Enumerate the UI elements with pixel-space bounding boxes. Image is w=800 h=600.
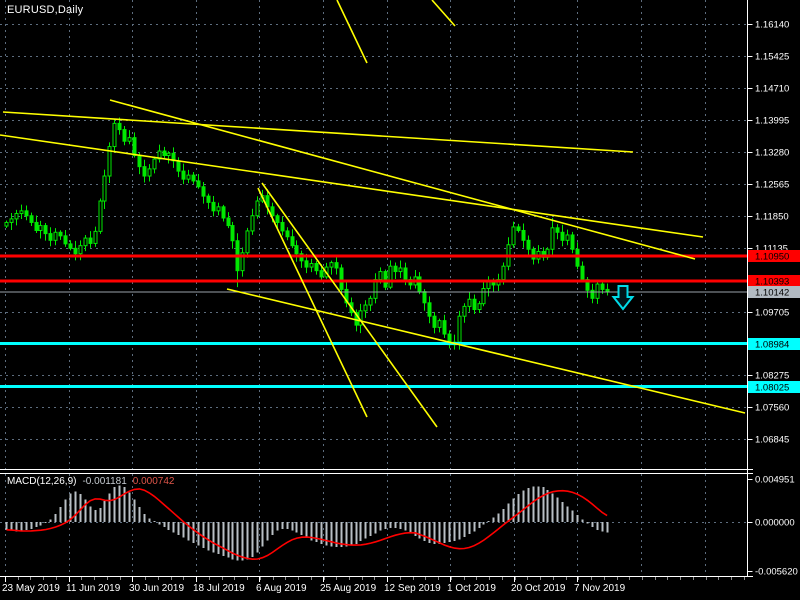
time-axis[interactable]: 23 May 2019 11 Jun 2019 30 Jun 2019 18 Jul …: [2, 577, 745, 594]
down-arrow-annotation[interactable]: [611, 285, 635, 311]
macd-indicator-label: MACD(12,26,9) -0.001181 0.000742: [7, 476, 174, 487]
svg-text:1.06845: 1.06845: [755, 435, 789, 446]
grid: [0, 0, 747, 576]
date-label: 20 Oct 2019: [511, 583, 566, 594]
svg-text:1.13280: 1.13280: [755, 148, 789, 159]
date-label: 1 Oct 2019: [447, 583, 496, 594]
date-label: 12 Sep 2019: [384, 583, 441, 594]
svg-text:1.08984: 1.08984: [755, 340, 789, 351]
macd-signal-line: [6, 488, 608, 561]
date-label: 7 Nov 2019: [574, 583, 626, 594]
date-label: 25 Aug 2019: [320, 583, 377, 594]
svg-text:1.10142: 1.10142: [755, 288, 789, 299]
svg-text:1.11850: 1.11850: [755, 212, 789, 223]
trendlines: [0, 0, 746, 428]
price-badge-1.08025: 1.08025: [748, 381, 800, 394]
svg-text:1.16140: 1.16140: [755, 20, 789, 31]
svg-text:1.11135: 1.11135: [755, 244, 788, 255]
symbol-timeframe-label: EURUSD,Daily: [7, 4, 84, 16]
descending-trendline-mid[interactable]: [0, 134, 704, 238]
steep-trendline-top-2[interactable]: [431, 0, 456, 27]
date-label: 18 Jul 2019: [193, 583, 245, 594]
svg-text:0.004951: 0.004951: [755, 475, 795, 486]
svg-text:1.07560: 1.07560: [755, 403, 789, 414]
svg-text:1.09705: 1.09705: [755, 308, 789, 319]
svg-text:1.10950: 1.10950: [755, 252, 789, 263]
steep-trendline-mid-2[interactable]: [261, 182, 438, 428]
macd-main-value: -0.001181: [82, 476, 127, 487]
svg-text:1.13995: 1.13995: [755, 116, 789, 127]
date-label: 11 Jun 2019: [66, 583, 121, 594]
svg-text:-0.005620: -0.005620: [755, 567, 798, 578]
macd-params-label: MACD(12,26,9): [7, 476, 77, 487]
svg-text:0.000000: 0.000000: [755, 518, 795, 529]
price-axis[interactable]: 1.16140 1.15425 1.14710 1.13995 1.13280 1.125…: [747, 20, 800, 578]
steep-trendline-mid-1[interactable]: [257, 187, 368, 418]
svg-text:1.12565: 1.12565: [755, 180, 789, 191]
channel-support-trendline[interactable]: [226, 288, 746, 414]
svg-text:1.10393: 1.10393: [755, 277, 789, 288]
price-badge-1.08984: 1.08984: [748, 338, 800, 351]
svg-text:1.14710: 1.14710: [755, 84, 789, 95]
svg-text:1.08025: 1.08025: [755, 383, 789, 394]
descending-trendline-long[interactable]: [2, 111, 634, 153]
macd-signal-value: 0.000742: [132, 476, 175, 487]
date-label: 23 May 2019: [2, 583, 60, 594]
price-badge-1.10393: 1.10393: [748, 275, 800, 288]
chart-frame: [0, 0, 753, 577]
svg-text:1.15425: 1.15425: [755, 52, 789, 63]
price-badge-1.10950: 1.10950: [748, 250, 800, 263]
date-label: 30 Jun 2019: [129, 583, 184, 594]
descending-trendline-from-june-peak[interactable]: [109, 99, 696, 260]
svg-text:1.08275: 1.08275: [755, 371, 789, 382]
date-label: 6 Aug 2019: [256, 583, 307, 594]
steep-trendline-top-1[interactable]: [336, 0, 368, 64]
current-price-badge: 1.10142: [748, 286, 800, 299]
